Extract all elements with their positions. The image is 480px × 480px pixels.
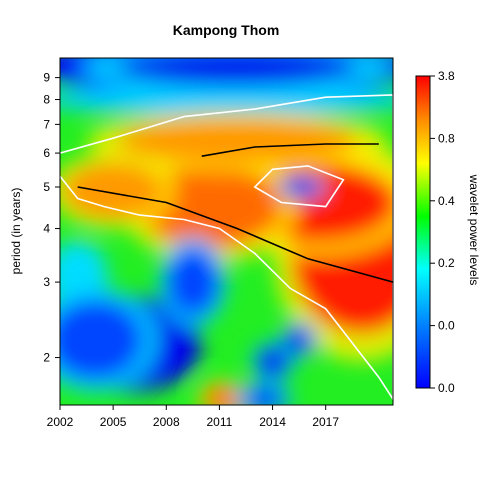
y-tick-label: 4 xyxy=(43,222,50,236)
mid-power-band-top xyxy=(60,83,393,116)
chart-title: Kampong Thom xyxy=(173,22,280,38)
hotspot xyxy=(63,162,164,219)
plot-frame xyxy=(59,57,394,406)
hotspot xyxy=(140,164,281,249)
colorbar-tick-label: 0.0 xyxy=(438,381,455,395)
heatmap-plot-area xyxy=(60,58,393,405)
lowspot xyxy=(166,248,219,317)
lowspot xyxy=(285,325,314,354)
x-tick-label: 2005 xyxy=(100,415,127,429)
inner-significance-contour xyxy=(253,165,345,208)
hotspot xyxy=(202,385,243,405)
colorbar-tick-label: 0.4 xyxy=(438,194,455,208)
y-tick-label: 2 xyxy=(43,351,50,365)
x-tick-label: 2002 xyxy=(47,415,74,429)
x-tick-label: 2014 xyxy=(259,415,286,429)
colorbar-tick-label: 0.2 xyxy=(438,256,455,270)
y-tick-label: 9 xyxy=(43,71,50,85)
y-tick-label: 6 xyxy=(43,146,50,160)
y-tick-label: 3 xyxy=(43,275,50,289)
x-tick-label: 2011 xyxy=(207,415,233,429)
y-axis: 2 3 4 5 6 7 8 9 xyxy=(43,71,60,365)
x-axis: 2002 2005 2008 2011 2014 2017 xyxy=(47,405,339,429)
y-tick-label: 5 xyxy=(43,180,50,194)
colorbar-tick-label: 0.0 xyxy=(438,319,455,333)
lowspot xyxy=(282,178,319,197)
lowspot xyxy=(60,299,144,380)
colorbar-label: wavelet power levels xyxy=(467,174,480,286)
x-tick-label: 2017 xyxy=(312,415,339,429)
lowspot xyxy=(117,58,358,86)
y-tick-label: 7 xyxy=(43,117,50,131)
x-tick-label: 2008 xyxy=(153,415,180,429)
significance-contour xyxy=(60,94,393,401)
colorbar-tick-label: 0.8 xyxy=(438,131,455,145)
lowspot xyxy=(241,387,286,405)
lowspot xyxy=(256,346,289,379)
colorbar-tick-label: 3.8 xyxy=(438,69,455,83)
hotspot xyxy=(117,119,358,164)
colorbar-gradient xyxy=(415,75,431,389)
power-ridge-line xyxy=(77,186,393,283)
y-tick-label: 8 xyxy=(43,93,50,107)
y-axis-label: period (in years) xyxy=(9,188,23,275)
upper-power-ridge-line xyxy=(201,143,379,157)
colorbar: 3.8 0.8 0.4 0.2 0.0 0.0 wavelet power levels xyxy=(415,69,480,395)
